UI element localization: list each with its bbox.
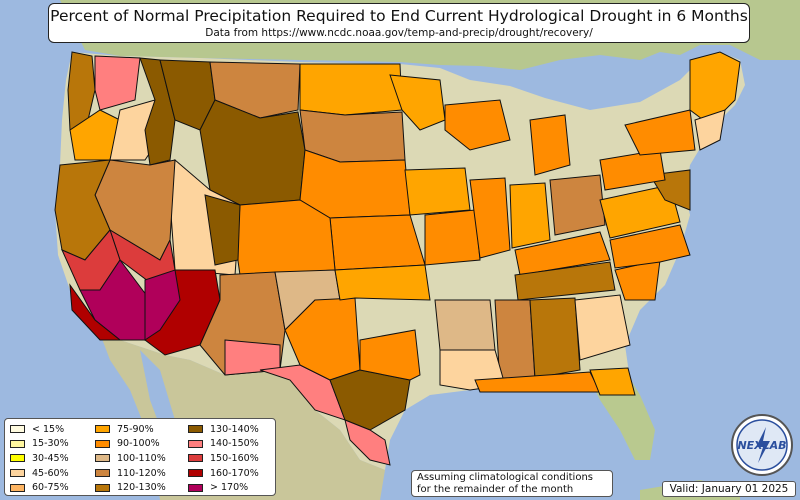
legend-label: 120-130% xyxy=(117,482,166,494)
region-mt-east xyxy=(209,61,301,119)
legend-label: 110-120% xyxy=(117,467,166,479)
region-tn xyxy=(514,261,616,301)
legend-swatch xyxy=(95,483,110,492)
region-tx-east xyxy=(359,329,421,381)
legend-label: 140-150% xyxy=(210,438,259,450)
valid-date: Valid: January 01 2025 xyxy=(662,481,796,497)
region-ar xyxy=(434,299,496,351)
region-nc xyxy=(609,224,691,269)
legend-label: 150-160% xyxy=(210,452,259,464)
region-ny xyxy=(624,109,696,156)
region-ca-coast-south xyxy=(69,283,122,341)
legend-label: 100-110% xyxy=(117,452,166,464)
legend-label: > 170% xyxy=(210,482,249,494)
region-new-england xyxy=(689,51,741,126)
legend-item: 110-120% xyxy=(95,466,166,481)
legend-swatch xyxy=(10,439,25,448)
legend-label: 160-170% xyxy=(210,467,259,479)
legend-label: 45-60% xyxy=(32,467,69,479)
region-nd xyxy=(299,63,403,116)
legend-swatch xyxy=(10,425,25,434)
region-tx-south xyxy=(344,419,391,466)
legend-label: 90-100% xyxy=(117,438,160,450)
region-wa-east xyxy=(94,55,141,111)
region-ia xyxy=(404,167,471,216)
region-ne-coast xyxy=(694,109,726,151)
legend-label: 75-90% xyxy=(117,423,154,435)
legend-item: 150-160% xyxy=(188,451,259,466)
nexlab-logo: NEXLAB xyxy=(731,414,793,476)
region-ut-east xyxy=(204,194,241,266)
region-in xyxy=(509,182,551,249)
legend-label: 30-45% xyxy=(32,452,69,464)
legend-item: 30-45% xyxy=(10,451,69,466)
legend-item: 15-30% xyxy=(10,437,69,452)
legend-swatch xyxy=(95,454,110,463)
legend-swatch xyxy=(95,425,110,434)
legend-swatch xyxy=(95,439,110,448)
title-box: Percent of Normal Precipitation Required… xyxy=(48,3,750,43)
logo-lightning xyxy=(756,427,770,463)
legend-swatch xyxy=(188,454,203,463)
legend-swatch xyxy=(188,483,203,492)
logo-text: NEXLAB xyxy=(737,439,786,452)
legend-item: 60-75% xyxy=(10,480,69,495)
legend-item: 100-110% xyxy=(95,451,166,466)
legend-label: 60-75% xyxy=(32,482,69,494)
region-mi xyxy=(529,114,571,176)
legend-swatch xyxy=(10,483,25,492)
note-line-2: for the remainder of the month xyxy=(417,484,574,495)
legend-item: 45-60% xyxy=(10,466,69,481)
legend-label: 15-30% xyxy=(32,438,69,450)
legend-swatch xyxy=(188,469,203,478)
legend-swatch xyxy=(95,469,110,478)
legend-label: < 15% xyxy=(32,423,65,435)
map-title: Percent of Normal Precipitation Required… xyxy=(50,7,748,25)
legend-swatch xyxy=(188,425,203,434)
legend: < 15% 15-30% 30-45% 45-60% 60-75% 75-90%… xyxy=(4,418,276,496)
region-wi xyxy=(444,99,511,151)
region-ks xyxy=(329,214,426,271)
legend-swatch xyxy=(10,469,25,478)
region-va xyxy=(599,184,681,239)
note-line-1: Assuming climatological conditions xyxy=(417,472,593,483)
region-ok xyxy=(334,264,431,301)
legend-item: < 15% xyxy=(10,422,69,437)
map-subtitle: Data from https://www.ncdc.noaa.gov/temp… xyxy=(205,27,593,39)
climatology-note: Assuming climatological conditions for t… xyxy=(411,470,613,497)
legend-swatch xyxy=(188,439,203,448)
legend-item: 75-90% xyxy=(95,422,166,437)
legend-item: 130-140% xyxy=(188,422,259,437)
region-mn xyxy=(389,74,446,131)
legend-item: 160-170% xyxy=(188,466,259,481)
legend-item: > 170% xyxy=(188,480,259,495)
legend-label: 130-140% xyxy=(210,423,259,435)
legend-item: 120-130% xyxy=(95,480,166,495)
region-il xyxy=(469,177,511,259)
region-az-west xyxy=(144,269,181,341)
region-mo xyxy=(424,209,481,266)
legend-swatch xyxy=(10,454,25,463)
legend-item: 90-100% xyxy=(95,437,166,452)
region-fl-north xyxy=(589,367,636,396)
region-al xyxy=(529,297,581,379)
gulf-of-california xyxy=(140,350,175,440)
legend-column-2: 75-90% 90-100% 100-110% 110-120% 120-130… xyxy=(95,422,166,495)
legend-column-3: 130-140% 140-150% 150-160% 160-170% > 17… xyxy=(188,422,259,495)
legend-item: 140-150% xyxy=(188,437,259,452)
region-wy xyxy=(199,99,306,206)
drought-regions xyxy=(54,51,741,466)
region-ky xyxy=(514,231,611,276)
region-oh xyxy=(549,174,606,236)
legend-column-1: < 15% 15-30% 30-45% 45-60% 60-75% xyxy=(10,422,69,495)
region-ga xyxy=(574,294,631,361)
